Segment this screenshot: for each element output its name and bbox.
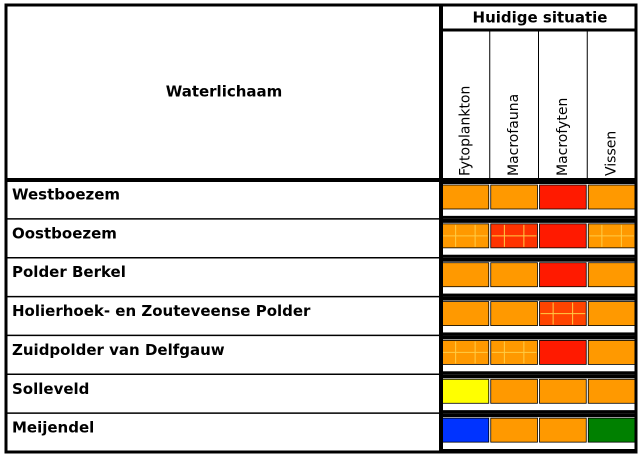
status-cell [441, 378, 490, 404]
column-header: Macrofyten [555, 98, 571, 176]
row-name: Polder Berkel [12, 263, 126, 281]
row-bottom-bar [441, 293, 636, 297]
status-cell [587, 301, 636, 326]
column-header: Macrofauna [506, 94, 522, 176]
row-bar [441, 413, 636, 418]
row-name: Meijendel [12, 419, 94, 437]
status-cell [587, 340, 636, 365]
group-header: Huidige situatie [473, 9, 608, 27]
status-cell [539, 378, 587, 404]
status-cell [539, 184, 587, 210]
status-cell [441, 184, 490, 210]
status-cell [490, 417, 538, 443]
status-cell [539, 223, 587, 249]
status-cell [539, 262, 587, 288]
row-bar [441, 218, 636, 223]
row-bar [441, 374, 636, 379]
row-bottom-bar [441, 332, 636, 336]
status-cell [441, 417, 490, 443]
status-cell [490, 184, 538, 210]
row-bottom-bar [441, 371, 636, 375]
status-cell [441, 301, 490, 326]
row-name: Oostboezem [12, 224, 117, 242]
row-name: Solleveld [12, 380, 89, 398]
status-cell [441, 262, 490, 288]
row-bottom-bar [441, 254, 636, 258]
status-cell [587, 184, 636, 210]
row-name: Holierhoek- en Zouteveense Polder [12, 302, 311, 320]
row-bottom-bar [441, 410, 636, 414]
row-name: Zuidpolder van Delfgauw [12, 341, 225, 359]
status-cell [490, 378, 538, 404]
status-cell [539, 340, 587, 365]
column-header: Vissen [604, 131, 620, 176]
row-bar [441, 257, 636, 262]
row-name: Westboezem [12, 186, 120, 204]
status-cell [539, 417, 587, 443]
status-cell [587, 378, 636, 404]
row-bar [441, 335, 636, 340]
status-cell [587, 417, 636, 443]
row-bottom-bar [441, 215, 636, 219]
row-bar [441, 296, 636, 301]
table-frame [4, 3, 638, 454]
column-header: Fytoplankton [457, 86, 473, 176]
status-cell [490, 301, 538, 326]
row-label-header: Waterlichaam [166, 83, 283, 101]
status-cell [587, 262, 636, 288]
status-cell [490, 262, 538, 288]
